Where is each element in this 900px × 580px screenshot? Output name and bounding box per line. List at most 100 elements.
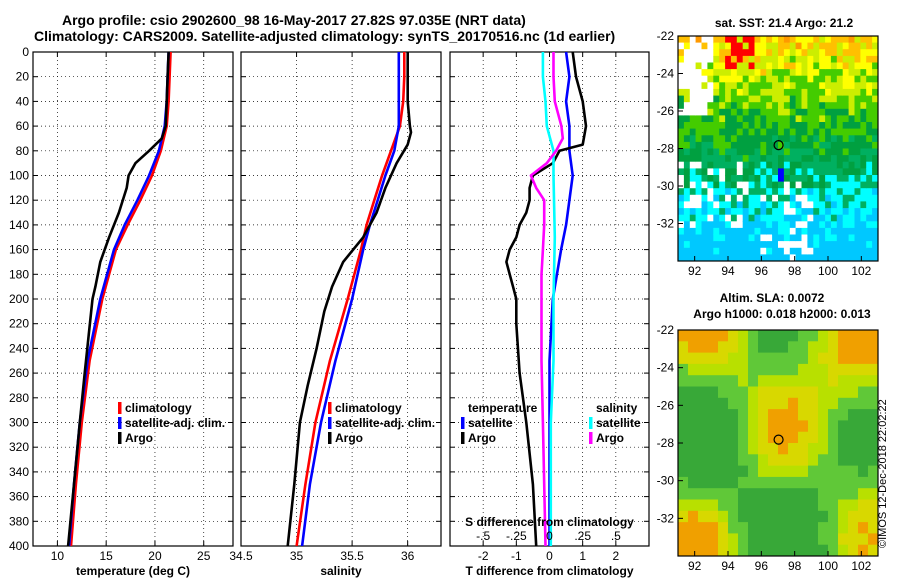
map-cell [848, 201, 856, 209]
map-cell [683, 122, 691, 130]
map-cell [842, 42, 850, 50]
map-cell [789, 188, 797, 196]
map-cell [825, 115, 832, 123]
map-cell [695, 234, 703, 242]
map-cell [848, 533, 859, 546]
map-cell [795, 194, 803, 202]
map-cell [848, 510, 859, 523]
map-cell [854, 128, 861, 136]
map-cell [698, 431, 709, 444]
map-cell [688, 454, 699, 467]
map-cell [695, 161, 703, 169]
map-cell [713, 181, 720, 189]
map-cell [808, 510, 819, 523]
map-cell [736, 214, 744, 222]
map-x-tick-label: 92 [688, 264, 702, 278]
map-cell [707, 234, 714, 242]
map-cell [801, 75, 808, 83]
map-cell [807, 122, 814, 130]
map-cell [830, 181, 838, 189]
map-cell [766, 221, 773, 229]
map-cell [825, 208, 832, 216]
map-cell [848, 122, 856, 130]
map-cell [719, 75, 726, 83]
map-cell [678, 95, 685, 103]
map-cell [758, 420, 769, 433]
map-cell [748, 69, 756, 77]
map-cell [768, 386, 779, 399]
map-cell [742, 181, 750, 189]
map-cell [730, 135, 738, 143]
map-cell [848, 241, 856, 249]
legend-heading: temperature [468, 401, 538, 415]
map-cell [819, 42, 826, 50]
map-cell [798, 533, 809, 546]
map-cell [789, 108, 797, 116]
map-cell [818, 465, 829, 478]
map-cell [725, 141, 732, 150]
map-cell [719, 227, 726, 236]
map-cell [688, 431, 699, 444]
map-cell [678, 330, 689, 342]
map-cell [760, 102, 767, 110]
map-cell [678, 62, 685, 70]
map-cell [725, 69, 732, 77]
map-cell [678, 49, 685, 57]
map-cell [736, 208, 744, 216]
map-cell [872, 141, 878, 150]
map-cell [836, 69, 844, 77]
map-cell [754, 115, 761, 123]
map-cell [789, 214, 797, 222]
map-cell [748, 221, 756, 229]
map-cell [795, 188, 803, 196]
map-cell [754, 221, 761, 229]
map-cell [736, 148, 744, 156]
map-cell [689, 227, 697, 236]
map-cell [825, 175, 832, 183]
map-cell [866, 168, 873, 176]
map-cell [758, 454, 769, 467]
map-cell [719, 141, 726, 150]
map-cell [830, 82, 838, 90]
map-cell [872, 122, 878, 130]
map-cell [807, 88, 814, 97]
map-cell [768, 352, 779, 365]
map-cell [719, 62, 726, 70]
map-cell [872, 155, 878, 163]
map-cell [683, 135, 691, 143]
map-cell [754, 201, 761, 209]
map-cell [772, 36, 779, 44]
map-cell [858, 330, 869, 342]
map-cell [813, 208, 820, 216]
map-cell [708, 431, 719, 444]
map-cell [866, 234, 873, 242]
map-cell [866, 95, 873, 103]
map-cell [768, 409, 779, 421]
map-cell [868, 375, 878, 388]
map-cell [754, 49, 761, 57]
map-cell [825, 69, 832, 77]
map-cell [830, 208, 838, 216]
map-cell [795, 181, 803, 189]
map-cell [858, 431, 869, 444]
map-cell [858, 443, 869, 455]
map-x-tick-label: 102 [851, 559, 871, 573]
map-cell [701, 135, 708, 143]
map-cell [678, 234, 685, 242]
map-cell [783, 69, 791, 77]
map-cell [807, 234, 814, 242]
map-cell [778, 141, 785, 150]
map-cell [860, 75, 867, 83]
map-cell [719, 108, 726, 116]
map-cell [854, 69, 861, 77]
map-cell [678, 254, 685, 261]
map-cell [742, 49, 750, 57]
map-cell [707, 155, 714, 163]
map-cell [828, 397, 839, 410]
map-cell [825, 194, 832, 202]
map-cell [783, 49, 791, 57]
map-cell [848, 522, 859, 534]
map-cell [801, 42, 808, 50]
map-cell [772, 102, 779, 110]
map-cell [689, 155, 697, 163]
